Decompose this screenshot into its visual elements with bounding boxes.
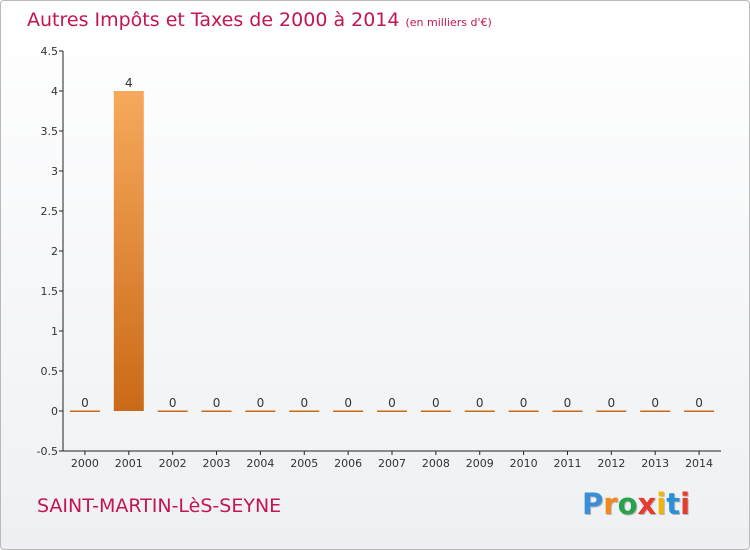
data-label: 0 xyxy=(388,396,396,410)
y-tick-label: 3.5 xyxy=(41,125,59,138)
x-tick-label: 2009 xyxy=(466,457,494,470)
logo-letter: x xyxy=(637,487,657,521)
data-label: 0 xyxy=(695,396,703,410)
y-tick-label: 1 xyxy=(51,325,58,338)
bar xyxy=(464,410,495,412)
data-label: 0 xyxy=(520,396,528,410)
x-tick-label: 2012 xyxy=(597,457,625,470)
x-tick-label: 2005 xyxy=(290,457,318,470)
data-label: 0 xyxy=(257,396,265,410)
y-tick-label: 1.5 xyxy=(41,285,59,298)
logo-letter: P xyxy=(582,487,604,521)
y-tick-label: 3 xyxy=(51,165,58,178)
bar xyxy=(157,410,188,412)
data-label: 0 xyxy=(81,396,89,410)
y-tick-label: 4 xyxy=(51,85,58,98)
logo-letter: i xyxy=(656,487,667,521)
x-tick-label: 2007 xyxy=(378,457,406,470)
bar xyxy=(69,410,100,412)
data-label: 0 xyxy=(476,396,484,410)
logo-letter: r xyxy=(603,487,618,521)
proxiti-logo: Proxiti xyxy=(582,487,690,521)
bar xyxy=(377,410,407,412)
data-label: 0 xyxy=(432,396,440,410)
x-tick-label: 2013 xyxy=(641,457,669,470)
bar xyxy=(289,410,320,412)
y-tick-label: 2.5 xyxy=(41,205,59,218)
x-tick-label: 2014 xyxy=(685,457,713,470)
bar xyxy=(552,410,583,412)
bar xyxy=(420,410,451,412)
bar xyxy=(201,410,232,412)
commune-name: SAINT-MARTIN-LèS-SEYNE xyxy=(37,495,282,517)
x-tick-label: 2008 xyxy=(422,457,450,470)
x-tick-label: 2010 xyxy=(510,457,538,470)
y-tick-label: 4.5 xyxy=(41,45,59,58)
data-label: 0 xyxy=(564,396,572,410)
bar xyxy=(684,410,715,412)
logo-letter: t xyxy=(666,487,681,521)
data-label: 0 xyxy=(344,396,352,410)
logo-letter: o xyxy=(617,487,638,521)
x-tick-label: 2000 xyxy=(71,457,99,470)
data-label: 0 xyxy=(169,396,177,410)
data-label: 0 xyxy=(300,396,308,410)
bar xyxy=(640,410,671,412)
y-tick-label: -0.5 xyxy=(37,445,58,458)
y-tick-label: 0 xyxy=(51,405,58,418)
bar xyxy=(333,410,364,412)
x-tick-label: 2011 xyxy=(553,457,581,470)
bar xyxy=(113,91,144,411)
bar xyxy=(245,410,276,412)
data-label: 0 xyxy=(651,396,659,410)
x-tick-label: 2001 xyxy=(115,457,143,470)
chart-subtitle: (en milliers d'€) xyxy=(405,16,492,29)
x-tick-label: 2003 xyxy=(203,457,231,470)
x-tick-label: 2002 xyxy=(159,457,187,470)
y-tick-label: 0.5 xyxy=(41,365,59,378)
chart-title: Autres Impôts et Taxes de 2000 à 2014 (en… xyxy=(27,9,492,31)
x-tick-label: 2004 xyxy=(246,457,274,470)
data-label: 0 xyxy=(608,396,616,410)
x-tick-label: 2006 xyxy=(334,457,362,470)
data-label: 4 xyxy=(125,76,133,90)
logo-letter: i xyxy=(680,487,691,521)
data-label: 0 xyxy=(213,396,221,410)
y-tick-label: 2 xyxy=(51,245,58,258)
chart-title-text: Autres Impôts et Taxes de 2000 à 2014 xyxy=(27,9,400,31)
bar xyxy=(596,410,627,412)
bar xyxy=(508,410,539,412)
